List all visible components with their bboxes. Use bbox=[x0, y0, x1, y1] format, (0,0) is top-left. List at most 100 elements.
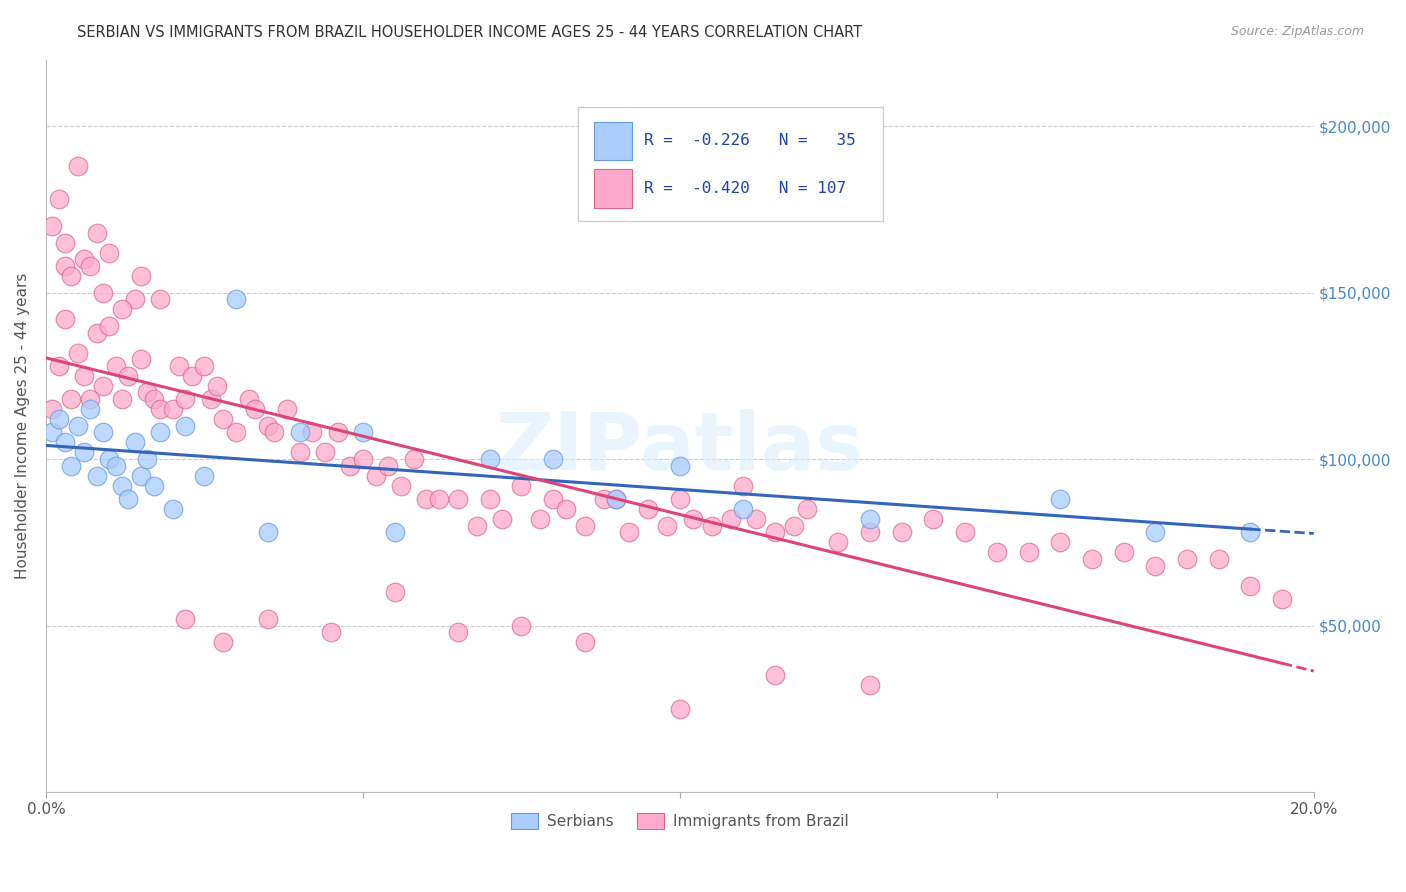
Point bbox=[510, 618, 533, 632]
Point bbox=[225, 293, 247, 307]
Point bbox=[111, 479, 134, 493]
Point bbox=[180, 368, 202, 383]
Point bbox=[129, 268, 152, 283]
Point bbox=[53, 235, 76, 250]
Point bbox=[174, 612, 197, 626]
Point bbox=[1208, 552, 1230, 566]
Point bbox=[669, 491, 692, 506]
Point bbox=[617, 525, 640, 540]
Point bbox=[326, 425, 349, 440]
Point bbox=[827, 535, 849, 549]
Point bbox=[111, 302, 134, 317]
Point bbox=[288, 445, 311, 459]
Point bbox=[745, 512, 768, 526]
Point bbox=[73, 445, 96, 459]
Point bbox=[98, 318, 121, 333]
Point bbox=[129, 468, 152, 483]
Point bbox=[605, 491, 627, 506]
Point bbox=[890, 525, 912, 540]
Point bbox=[953, 525, 976, 540]
Point bbox=[98, 452, 121, 467]
Point bbox=[124, 293, 146, 307]
Point bbox=[149, 402, 172, 417]
Point bbox=[377, 458, 399, 473]
Point bbox=[465, 518, 488, 533]
Point bbox=[193, 359, 215, 373]
Point bbox=[720, 512, 742, 526]
Point bbox=[1049, 491, 1071, 506]
Point bbox=[60, 268, 83, 283]
Point bbox=[48, 412, 70, 426]
Text: R =  -0.420   N = 107: R = -0.420 N = 107 bbox=[644, 181, 846, 196]
Point bbox=[669, 458, 692, 473]
Point bbox=[53, 312, 76, 326]
Point bbox=[554, 502, 576, 516]
Point bbox=[142, 479, 165, 493]
Point bbox=[669, 702, 692, 716]
Point bbox=[592, 491, 614, 506]
Point bbox=[41, 425, 63, 440]
Point bbox=[447, 491, 470, 506]
Point bbox=[91, 425, 114, 440]
Point bbox=[48, 193, 70, 207]
Point bbox=[91, 285, 114, 300]
Point bbox=[637, 502, 659, 516]
Point bbox=[174, 392, 197, 406]
Point bbox=[79, 402, 101, 417]
Point bbox=[427, 491, 450, 506]
Point bbox=[1081, 552, 1104, 566]
Point bbox=[402, 452, 425, 467]
Point bbox=[53, 435, 76, 450]
Point bbox=[212, 412, 235, 426]
Point bbox=[66, 345, 89, 359]
Point bbox=[1144, 525, 1167, 540]
FancyBboxPatch shape bbox=[578, 107, 883, 220]
Text: Source: ZipAtlas.com: Source: ZipAtlas.com bbox=[1230, 25, 1364, 38]
Point bbox=[111, 392, 134, 406]
Point bbox=[1271, 591, 1294, 606]
Point bbox=[859, 512, 882, 526]
Point bbox=[733, 479, 755, 493]
Point bbox=[700, 518, 723, 533]
Point bbox=[859, 678, 882, 692]
Point bbox=[136, 385, 159, 400]
Point bbox=[238, 392, 260, 406]
Y-axis label: Householder Income Ages 25 - 44 years: Householder Income Ages 25 - 44 years bbox=[15, 273, 30, 579]
FancyBboxPatch shape bbox=[593, 122, 631, 160]
Point bbox=[263, 425, 285, 440]
Point bbox=[321, 625, 343, 640]
Point bbox=[212, 635, 235, 649]
Point bbox=[352, 452, 374, 467]
Point bbox=[117, 491, 139, 506]
FancyBboxPatch shape bbox=[593, 169, 631, 208]
Point bbox=[529, 512, 551, 526]
Point bbox=[243, 402, 266, 417]
Point bbox=[922, 512, 945, 526]
Point bbox=[1239, 525, 1261, 540]
Point bbox=[339, 458, 361, 473]
Point bbox=[162, 402, 184, 417]
Point bbox=[1175, 552, 1198, 566]
Point bbox=[276, 402, 298, 417]
Point bbox=[73, 368, 96, 383]
Point bbox=[986, 545, 1008, 559]
Point bbox=[256, 525, 278, 540]
Point bbox=[91, 379, 114, 393]
Point bbox=[98, 245, 121, 260]
Point bbox=[1018, 545, 1040, 559]
Point bbox=[352, 425, 374, 440]
Point bbox=[733, 502, 755, 516]
Point bbox=[605, 491, 627, 506]
Point bbox=[447, 625, 470, 640]
Point bbox=[79, 259, 101, 273]
Point bbox=[86, 468, 108, 483]
Point bbox=[491, 512, 513, 526]
Point bbox=[205, 379, 228, 393]
Point bbox=[1049, 535, 1071, 549]
Point bbox=[86, 326, 108, 340]
Point bbox=[104, 458, 127, 473]
Point bbox=[193, 468, 215, 483]
Point bbox=[53, 259, 76, 273]
Point bbox=[384, 525, 406, 540]
Point bbox=[301, 425, 323, 440]
